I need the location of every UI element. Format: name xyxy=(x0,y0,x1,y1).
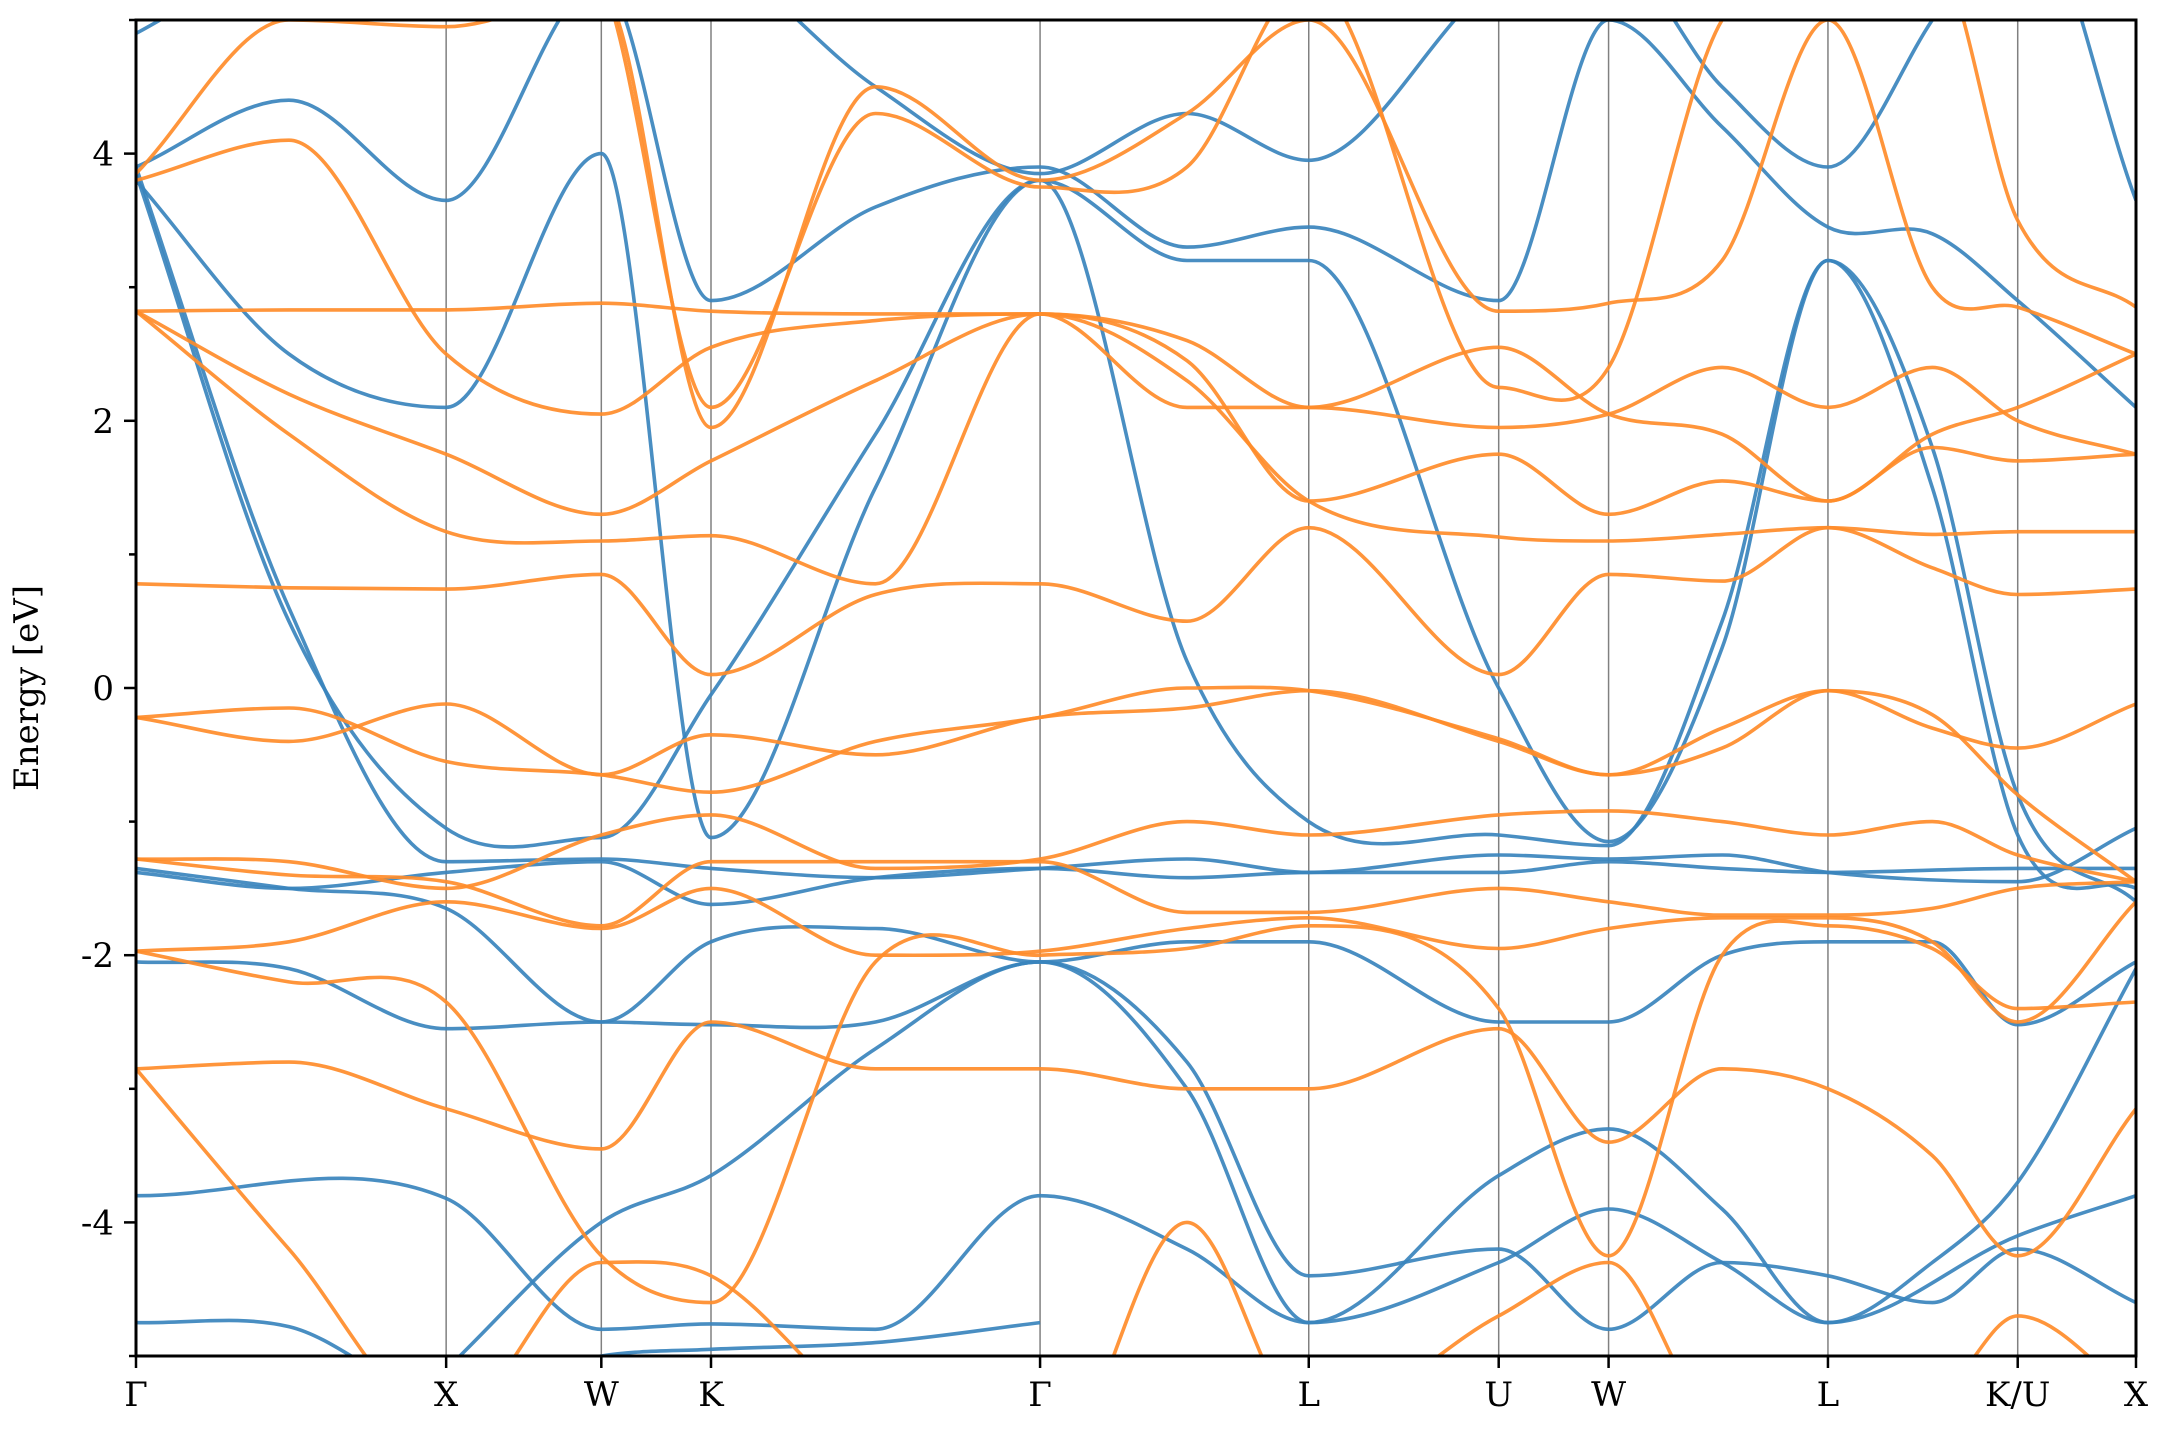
band-line xyxy=(613,20,2136,410)
band-line xyxy=(136,859,2136,907)
band-line xyxy=(136,886,2136,1024)
band-line xyxy=(136,866,2136,1027)
band-line xyxy=(136,1067,2091,1356)
y-tick-label: 0 xyxy=(92,669,114,709)
band-line xyxy=(136,525,2136,677)
x-tick-label: U xyxy=(1484,1375,1513,1415)
band-line xyxy=(136,20,2136,202)
band-line xyxy=(136,20,2136,430)
band-line xyxy=(457,960,2136,1356)
band-line xyxy=(136,688,2136,884)
x-tick-label: X xyxy=(2124,1375,2149,1415)
x-tick-label: L xyxy=(1297,1375,1320,1415)
plot-frame xyxy=(134,18,2138,1358)
x-tick-label: Γ xyxy=(124,1375,148,1415)
x-tick-label: W xyxy=(1591,1375,1626,1415)
band-line xyxy=(136,309,2136,517)
band-line xyxy=(136,309,2136,586)
x-tick-label: Γ xyxy=(1028,1375,1052,1415)
band-line xyxy=(136,685,2136,794)
y-tick-label: 4 xyxy=(92,135,114,175)
band-line xyxy=(136,20,2136,409)
x-tick-label: L xyxy=(1817,1375,1840,1415)
band-line xyxy=(136,173,2136,904)
band-line xyxy=(136,1318,1041,1356)
band-line xyxy=(136,1176,2136,1332)
x-tick-label: W xyxy=(584,1375,619,1415)
x-tick-label: K/U xyxy=(1985,1375,2051,1415)
band-line xyxy=(136,151,2136,891)
band-line xyxy=(136,166,2136,884)
y-axis: -4 -2 0 2 4 xyxy=(81,18,136,1358)
y-tick-label: -2 xyxy=(81,936,114,976)
y-axis-label: Energy [eV] xyxy=(7,585,47,791)
band-line xyxy=(136,919,2136,1305)
band-line xyxy=(136,809,2136,891)
band-line xyxy=(136,138,2136,503)
x-tick-label: K xyxy=(698,1375,724,1415)
band-line xyxy=(136,857,2136,928)
x-axis: Γ X W K Γ L U W L K/U X xyxy=(124,1356,2149,1415)
band-line xyxy=(136,960,2136,1332)
y-tick-label: 2 xyxy=(92,402,114,442)
band-line xyxy=(136,1020,2136,1258)
y-tick-label: -4 xyxy=(81,1203,114,1243)
x-tick-label: X xyxy=(434,1375,459,1415)
bands-layer xyxy=(136,20,2136,1356)
